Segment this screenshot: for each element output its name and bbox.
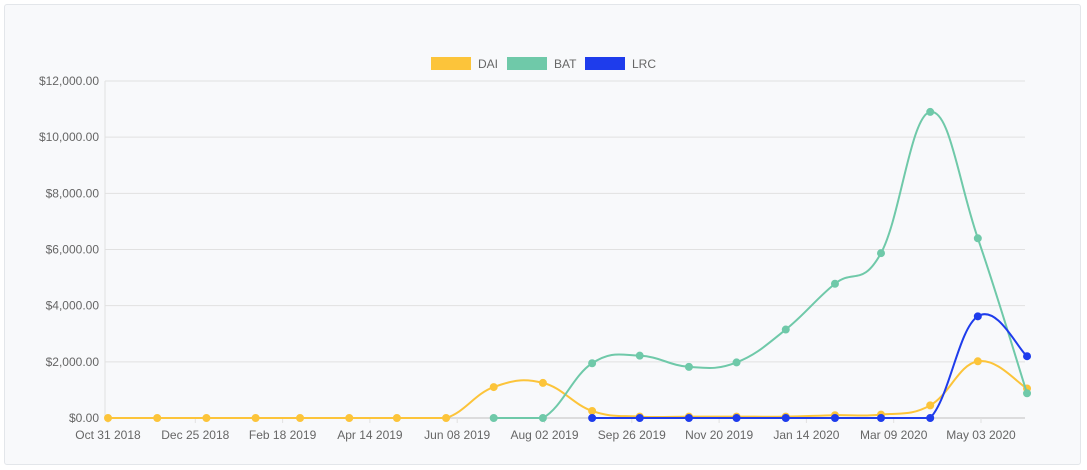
legend-swatch-bat	[507, 57, 547, 70]
x-tick-label: Apr 14 2019	[337, 428, 403, 442]
data-point-lrc	[588, 414, 597, 422]
data-point-dai	[489, 383, 498, 392]
data-point-dai	[588, 406, 597, 415]
data-point-lrc	[635, 414, 644, 422]
data-point-dai	[296, 414, 305, 422]
x-tick-label: Jan 14 2020	[773, 428, 839, 442]
x-tick-label: Jun 08 2019	[424, 428, 490, 442]
x-tick-label: Dec 25 2018	[161, 428, 229, 442]
data-point-bat	[732, 358, 741, 367]
series-line-dai	[107, 360, 1028, 420]
data-point-bat	[489, 414, 498, 422]
chart-card: $0.00 $2,000.00 $4,000.00 $6,000.00 $8,000.0…	[4, 4, 1081, 465]
y-tick-label: $10,000.00	[39, 130, 99, 144]
data-point-dai	[345, 414, 354, 422]
data-point-bat	[588, 359, 597, 368]
y-tick-label: $6,000.00	[46, 243, 100, 257]
x-tick-label: Oct 31 2018	[75, 428, 141, 442]
y-tick-label: $0.00	[69, 411, 99, 425]
data-point-lrc	[830, 414, 839, 422]
data-point-lrc	[684, 414, 693, 422]
data-point-dai	[202, 414, 211, 422]
x-tick-label: May 03 2020	[946, 428, 1016, 442]
data-point-dai	[104, 414, 112, 422]
y-tick-label: $12,000.00	[39, 74, 99, 88]
series-line-lrc	[592, 313, 1028, 420]
data-point-dai	[442, 414, 451, 422]
data-point-dai	[926, 401, 935, 410]
data-point-lrc	[732, 414, 741, 422]
y-tick-label: $2,000.00	[46, 355, 100, 369]
data-point-lrc	[926, 414, 935, 422]
data-point-bat	[830, 279, 839, 288]
data-point-dai	[251, 414, 260, 422]
legend-label-bat: BAT	[554, 57, 577, 71]
data-point-bat	[926, 107, 935, 116]
data-point-lrc	[877, 414, 886, 422]
series-line-bat	[493, 110, 1028, 420]
x-tick-label: Nov 20 2019	[685, 428, 753, 442]
data-point-bat	[781, 325, 790, 334]
data-point-lrc	[973, 312, 982, 321]
legend-label-dai: DAI	[478, 57, 498, 71]
data-point-bat	[538, 414, 547, 422]
legend-label-lrc: LRC	[632, 57, 656, 71]
y-tick-label: $8,000.00	[46, 186, 100, 200]
data-point-lrc	[1023, 352, 1032, 361]
x-tick-label: Aug 02 2019	[510, 428, 578, 442]
data-point-dai	[392, 414, 401, 422]
data-point-bat	[684, 362, 693, 371]
y-tick-label: $4,000.00	[46, 299, 100, 313]
data-point-bat	[1023, 389, 1032, 398]
legend-swatch-lrc	[585, 57, 625, 70]
data-point-bat	[973, 234, 982, 243]
x-tick-label: Mar 09 2020	[860, 428, 928, 442]
data-point-bat	[635, 351, 644, 360]
x-tick-label: Feb 18 2019	[249, 428, 317, 442]
line-chart: $0.00 $2,000.00 $4,000.00 $6,000.00 $8,000.0…	[39, 57, 1032, 442]
x-tick-label: Sep 26 2019	[598, 428, 666, 442]
data-point-dai	[153, 414, 162, 422]
data-point-lrc	[781, 414, 790, 422]
legend-swatch-dai	[431, 57, 471, 70]
data-point-dai	[538, 378, 547, 387]
data-point-bat	[877, 249, 886, 258]
data-point-dai	[973, 357, 982, 366]
